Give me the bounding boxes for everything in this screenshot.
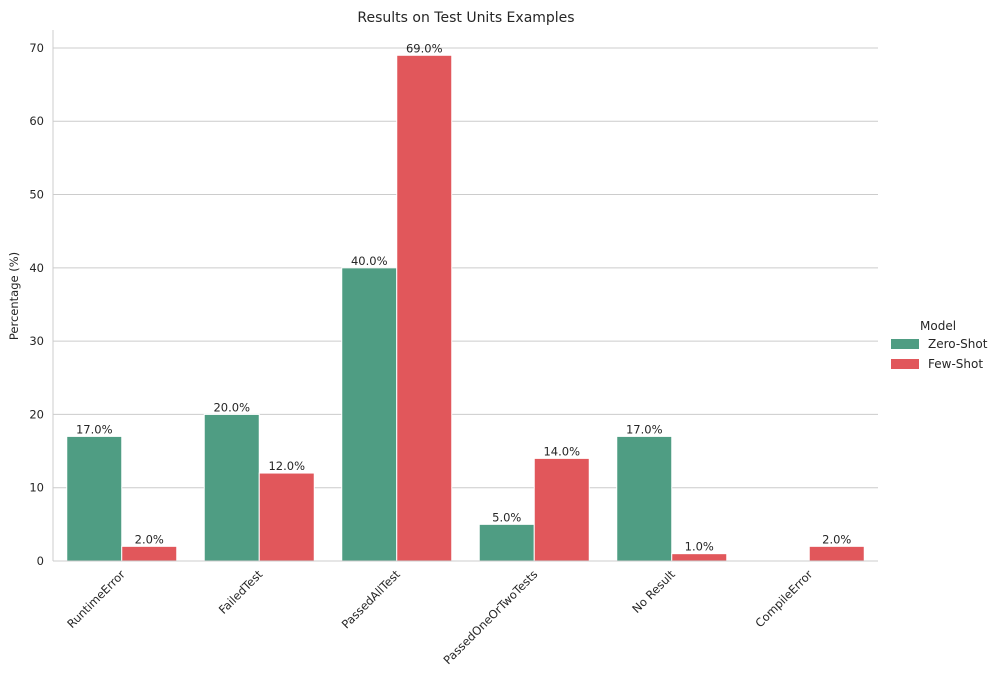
data-label: 5.0% — [492, 510, 521, 524]
y-tick-label: 70 — [29, 41, 44, 55]
bar — [616, 435, 673, 562]
data-label: 17.0% — [626, 422, 663, 436]
bar — [478, 523, 535, 562]
legend-entry: Few-Shot — [928, 357, 983, 371]
bars — [66, 54, 865, 562]
x-axis-ticks: RuntimeError FailedTest PassedAllTest Passe… — [64, 567, 815, 667]
bar — [671, 553, 728, 562]
y-axis-label: Percentage (%) — [7, 252, 21, 340]
data-label: 40.0% — [351, 254, 388, 268]
y-axis-ticks: 0 10 20 30 40 50 60 70 — [29, 41, 44, 568]
data-label: 2.0% — [135, 532, 164, 546]
legend: Model Zero-Shot Few-Shot — [891, 319, 988, 371]
x-tick-label: PassedOneOrTwoTests — [441, 567, 541, 667]
data-label: 2.0% — [822, 532, 851, 546]
bar — [203, 413, 260, 562]
bar — [66, 435, 123, 562]
y-tick-label: 10 — [29, 481, 44, 495]
x-tick-label: RuntimeError — [64, 567, 128, 631]
legend-swatch — [891, 339, 919, 349]
bar — [121, 545, 178, 562]
data-label: 20.0% — [213, 400, 250, 414]
y-tick-label: 30 — [29, 334, 44, 348]
y-tick-label: 0 — [37, 554, 44, 568]
x-tick-label: FailedTest — [216, 567, 266, 617]
x-tick-label: No Result — [629, 567, 678, 616]
bar — [533, 457, 590, 562]
data-label: 14.0% — [543, 444, 580, 458]
data-label: 1.0% — [685, 540, 714, 554]
data-label: 69.0% — [406, 41, 443, 55]
data-label: 17.0% — [76, 422, 113, 436]
legend-swatch — [891, 359, 919, 369]
x-tick-label: PassedAllTest — [339, 567, 404, 632]
x-tick-label: CompileError — [752, 567, 815, 630]
bar — [258, 472, 315, 562]
y-tick-label: 20 — [29, 407, 44, 421]
data-label: 12.0% — [268, 459, 305, 473]
bar — [341, 267, 398, 562]
bar — [396, 54, 453, 562]
gridlines — [53, 47, 878, 489]
legend-entry: Zero-Shot — [928, 337, 988, 351]
y-tick-label: 40 — [29, 261, 44, 275]
y-tick-label: 60 — [29, 114, 44, 128]
chart-title: Results on Test Units Examples — [357, 10, 574, 26]
y-tick-label: 50 — [29, 188, 44, 202]
legend-title: Model — [920, 319, 956, 333]
bar — [808, 545, 865, 562]
data-labels: 17.0% 2.0% 20.0% 12.0% 40.0% 69.0% 5.0% 14.0% 17… — [76, 41, 851, 553]
